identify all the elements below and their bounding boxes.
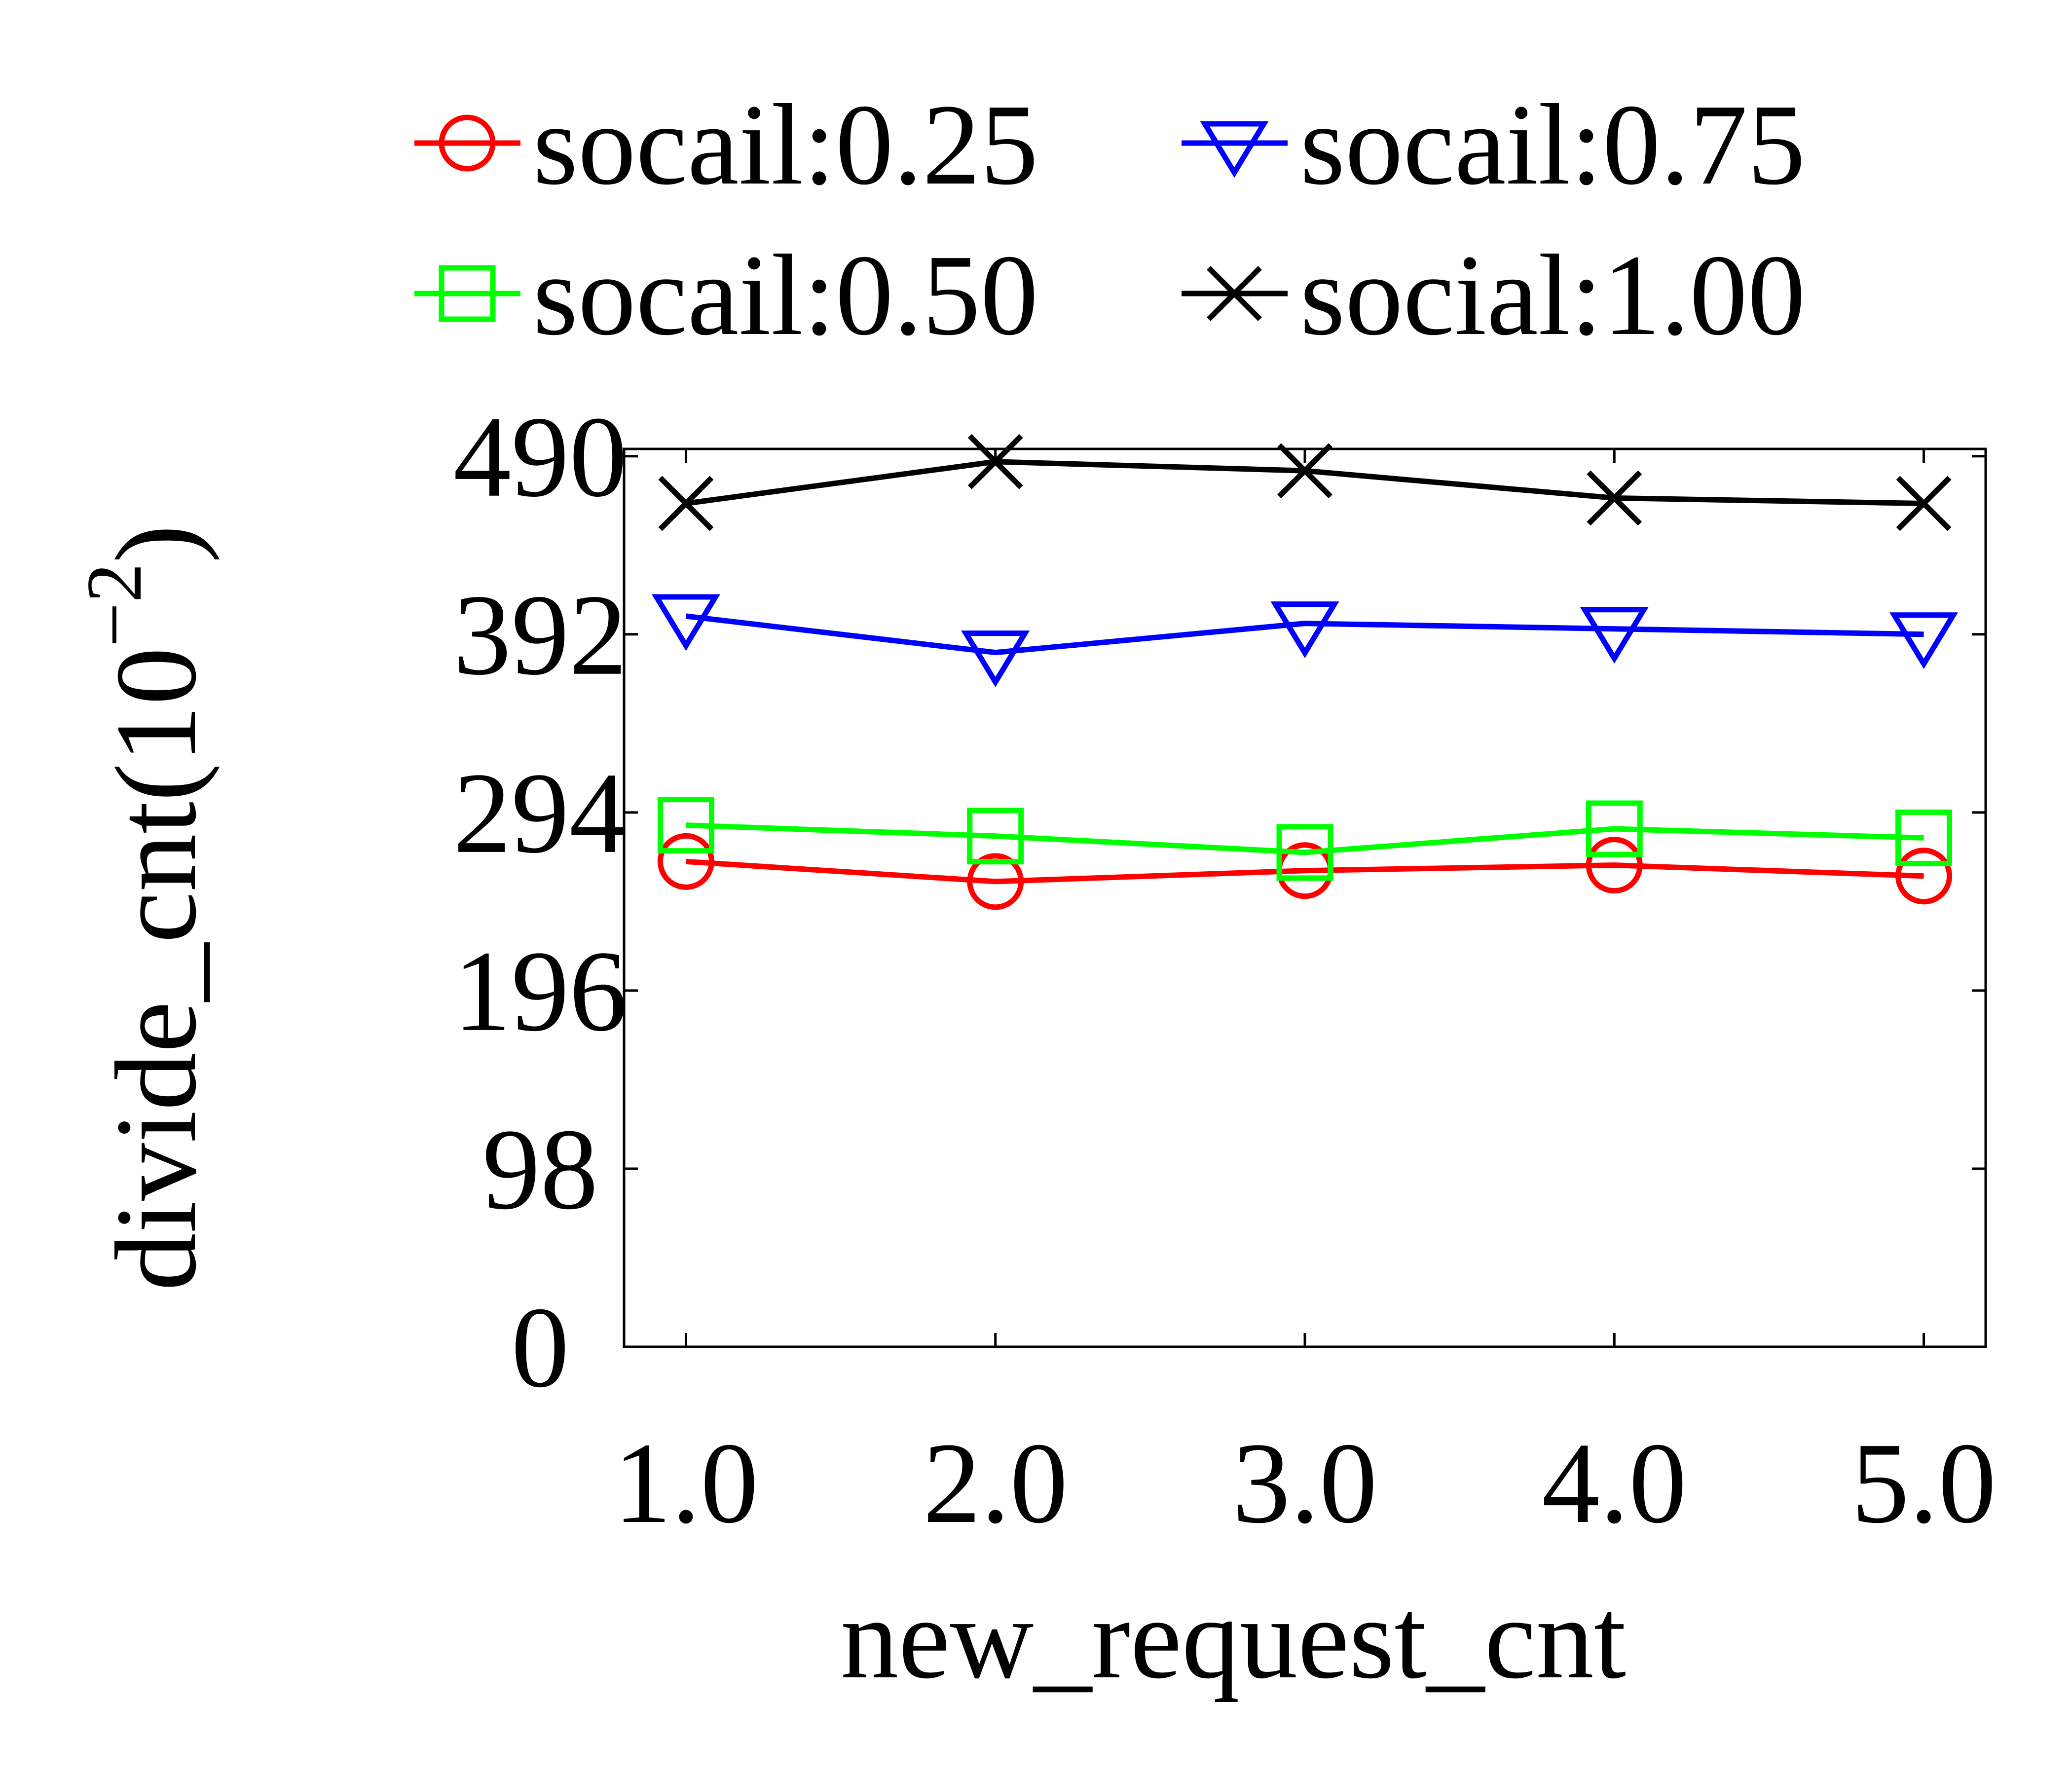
data-point-square [1276,824,1333,881]
series-3 [651,594,1959,688]
legend-item: social:1.00 [1182,231,1806,359]
x-tick-label: 1.0 [614,1419,759,1547]
data-point-triangle-down [961,630,1030,688]
legend: socail:0.25 socail:0.75 socail:0.50 social:… [414,80,1806,359]
data-point-x [658,476,714,531]
y-tick-label: 490 [453,393,628,521]
legend-item: socail:0.50 [414,231,1038,359]
data-point-triangle-down [1580,607,1649,664]
y-tick-label: 196 [453,927,628,1055]
data-point-square [967,808,1024,865]
data-point-triangle-down [1270,601,1339,659]
y-tick-label: 0 [511,1283,569,1411]
legend-label: socail:0.25 [533,80,1038,209]
y-tick-label: 392 [453,571,628,699]
data-point-circle [1586,837,1643,894]
data-point-x [1277,443,1332,499]
legend-label: socail:0.50 [533,231,1038,359]
x-tick-label: 5.0 [1851,1419,1997,1547]
series-4 [658,434,1952,531]
legend-marker-triangle-down [1200,121,1269,178]
x-tick-label: 2.0 [923,1419,1068,1547]
legend-item: socail:0.75 [1182,80,1806,209]
series-2 [657,797,1953,881]
series-line [686,858,1924,885]
series-line [685,613,1924,656]
data-point-x [967,434,1023,489]
data-point-circle [1895,848,1953,905]
y-axis-title-superscript: −2 [70,563,158,647]
legend-item: socail:0.25 [414,80,1038,209]
data-point-square [1895,809,1953,866]
y-axis-title-main: divide_cnt(10 [92,647,220,1291]
x-tick-label: 3.0 [1232,1419,1377,1547]
x-axis: 1.0 2.0 3.0 4.0 5.0 [614,449,1997,1547]
data-point-triangle-down [1889,612,1959,669]
x-axis-title: new_request_cnt [841,1574,1626,1702]
y-tick-label: 294 [453,749,628,877]
series-1 [657,833,1953,910]
legend-marker-x [1207,266,1262,321]
legend-marker-circle [439,114,496,172]
data-point-circle [967,853,1024,910]
y-axis: 0 98 196 294 392 490 [453,393,1986,1411]
data-point-square [1586,800,1643,857]
data-point-x [1896,476,1952,531]
x-tick-label: 4.0 [1542,1419,1687,1547]
y-tick-label: 98 [482,1105,598,1233]
legend-label: social:1.00 [1300,231,1806,359]
data-point-circle [657,833,714,890]
y-axis-title: divide_cnt(10−2) [70,524,220,1291]
legend-label: socail:0.75 [1300,80,1806,209]
series-layer [651,434,1959,910]
data-point-triangle-down [651,594,721,651]
series-line [686,822,1924,855]
legend-marker-square [439,265,496,322]
y-axis-title-close: ) [92,524,220,563]
data-point-square [657,797,714,854]
data-point-x [1587,470,1642,526]
